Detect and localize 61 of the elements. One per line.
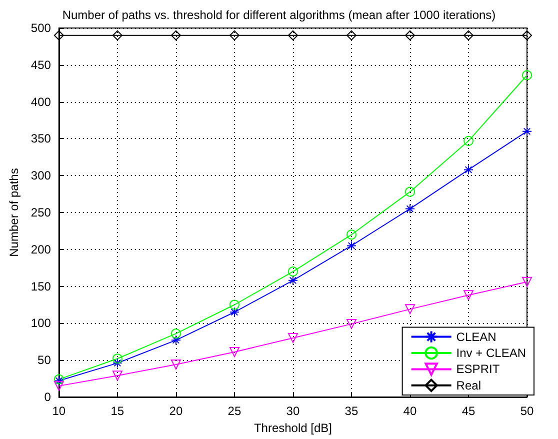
point	[54, 30, 64, 40]
point	[54, 380, 64, 391]
legend-label: Real	[456, 378, 481, 392]
point	[522, 70, 532, 80]
y-tick-label: 250	[30, 206, 52, 220]
y-tick-label: 50	[38, 353, 52, 368]
legend-label: Inv + CLEAN	[456, 346, 526, 360]
point	[112, 30, 122, 40]
point	[404, 186, 415, 197]
point	[404, 30, 415, 40]
x-tick-label: 50	[520, 404, 534, 418]
point	[346, 318, 356, 329]
x-tick-label: 30	[286, 404, 300, 418]
point	[404, 204, 415, 214]
x-tick-label: 40	[403, 404, 417, 418]
point	[112, 358, 122, 368]
point	[112, 370, 122, 381]
y-axis-title: Number of paths	[7, 168, 21, 257]
x-tick-label: 35	[344, 404, 358, 418]
point	[346, 230, 356, 240]
point	[229, 30, 240, 40]
point	[346, 30, 356, 40]
point	[170, 360, 181, 370]
y-tick-label: 150	[30, 279, 52, 294]
point	[288, 275, 298, 286]
x-axis-title: Threshold [dB]	[254, 420, 332, 435]
point	[170, 328, 181, 339]
point	[522, 276, 532, 287]
chart-title: Number of paths vs. threshold for different algorithms (mean after 1000 iterations)	[62, 8, 496, 22]
x-tick-label: 10	[52, 404, 66, 418]
point	[463, 164, 474, 175]
point	[463, 30, 474, 40]
legend-label: CLEAN	[456, 330, 496, 344]
point	[112, 354, 122, 364]
y-tick-label: 400	[30, 94, 52, 109]
point	[229, 300, 240, 310]
y-tick-label: 200	[30, 242, 52, 256]
y-tick-label: 450	[30, 58, 52, 72]
y-tick-label: 350	[30, 132, 52, 146]
legend-label: ESPRIT	[456, 362, 500, 376]
x-tick-label: 20	[169, 404, 183, 418]
point	[229, 346, 240, 357]
x-tick-label: 25	[228, 404, 242, 418]
point	[170, 335, 181, 346]
point	[229, 307, 240, 318]
point	[288, 30, 298, 40]
y-tick-label: 100	[30, 316, 52, 330]
x-tick-label: 45	[462, 404, 476, 418]
point	[522, 126, 532, 136]
point	[522, 30, 532, 40]
point	[464, 136, 474, 146]
y-tick-label: 0	[44, 390, 52, 404]
point	[404, 304, 415, 314]
point	[288, 266, 298, 277]
y-tick-label: 500	[30, 21, 52, 35]
y-tick-label: 300	[30, 168, 52, 183]
point	[346, 240, 356, 251]
x-tick-label: 15	[110, 404, 124, 418]
point	[463, 290, 474, 300]
point	[288, 332, 298, 343]
point	[170, 30, 181, 40]
